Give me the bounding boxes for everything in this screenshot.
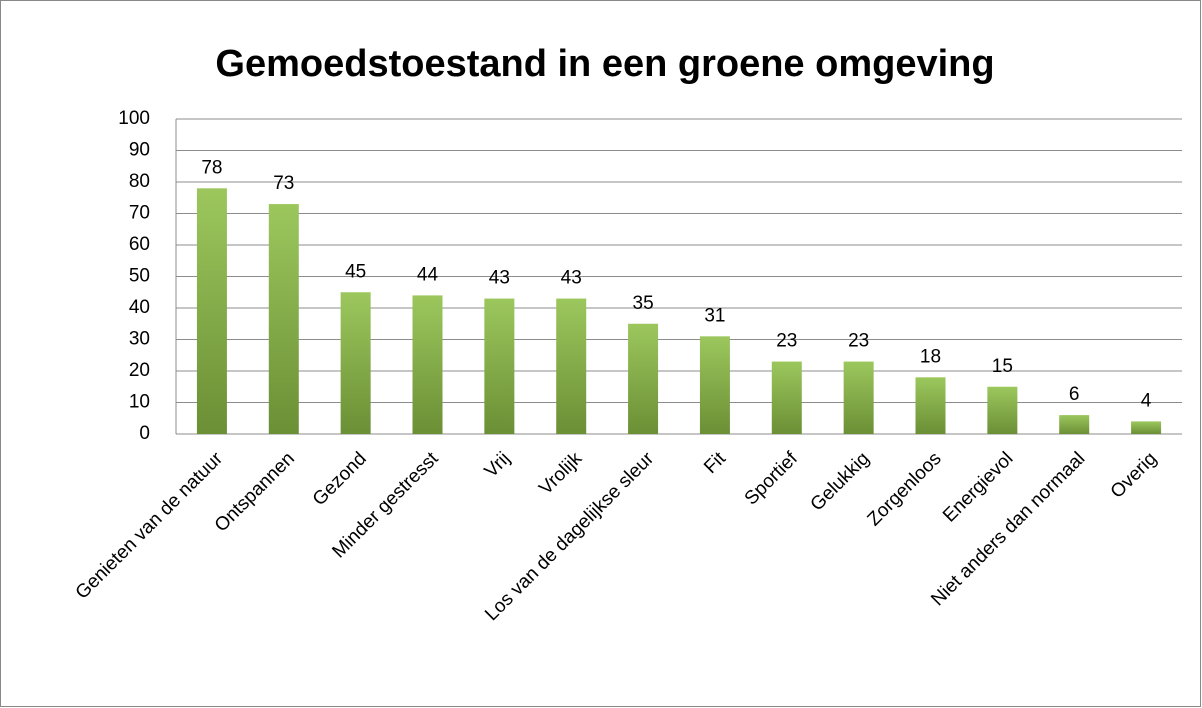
y-tick-label: 90 [129,140,150,161]
data-label: 45 [345,261,366,282]
bar [699,336,730,434]
bar [196,188,227,434]
data-label: 78 [201,157,222,178]
y-tick-label: 70 [129,203,150,224]
data-label: 23 [776,331,797,352]
data-label: 23 [848,331,869,352]
data-label: 43 [561,268,582,289]
y-tick-label: 100 [118,108,150,129]
data-label: 6 [1069,384,1080,405]
chart-title: Gemoedstoestand in een groene omgeving [215,43,994,85]
bar [340,292,371,434]
bar [484,298,515,434]
bar [987,386,1018,434]
bar [1059,415,1090,434]
y-tick-label: 40 [129,297,150,318]
y-tick-label: 50 [129,266,150,287]
bar [268,204,299,434]
bar [628,323,659,434]
data-label: 15 [992,356,1013,377]
data-label: 4 [1141,390,1152,411]
y-tick-label: 30 [129,329,150,350]
y-tick-label: 10 [129,392,150,413]
bar [556,298,587,434]
bar [412,295,443,434]
bar [843,361,874,434]
data-label: 31 [704,305,725,326]
data-label: 73 [273,173,294,194]
data-label: 35 [633,293,654,314]
bar [771,361,802,434]
y-tick-label: 0 [139,423,150,444]
data-label: 43 [489,268,510,289]
bar [915,377,946,434]
y-tick-label: 20 [129,360,150,381]
bar [1131,421,1162,434]
y-tick-label: 60 [129,234,150,255]
y-tick-label: 80 [129,171,150,192]
data-label: 18 [920,346,941,367]
data-label: 44 [417,264,439,285]
